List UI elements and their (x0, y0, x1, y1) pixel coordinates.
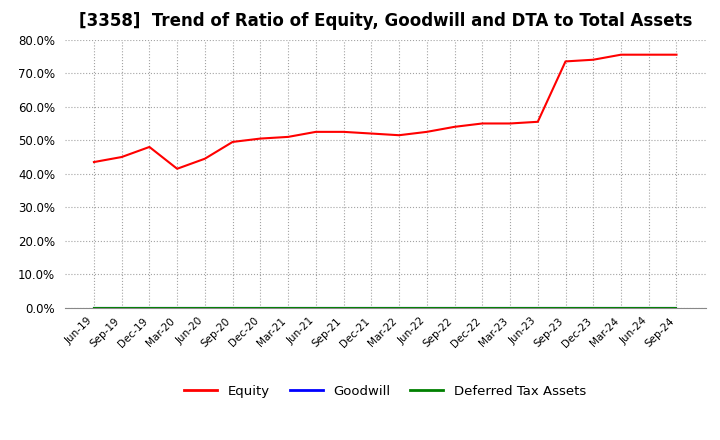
Equity (672, 52, 681, 57)
Goodwill (256, 305, 265, 311)
Deferred Tax Assets (672, 305, 681, 311)
Equity (616, 52, 625, 57)
Goodwill (228, 305, 237, 311)
Equity (228, 139, 237, 145)
Equity (173, 166, 181, 172)
Goodwill (367, 305, 376, 311)
Equity (644, 52, 653, 57)
Goodwill (672, 305, 681, 311)
Goodwill (478, 305, 487, 311)
Deferred Tax Assets (478, 305, 487, 311)
Deferred Tax Assets (395, 305, 403, 311)
Goodwill (450, 305, 459, 311)
Equity (450, 124, 459, 129)
Deferred Tax Assets (173, 305, 181, 311)
Deferred Tax Assets (561, 305, 570, 311)
Goodwill (173, 305, 181, 311)
Equity (256, 136, 265, 141)
Equity (505, 121, 514, 126)
Deferred Tax Assets (228, 305, 237, 311)
Equity (395, 132, 403, 138)
Goodwill (616, 305, 625, 311)
Line: Equity: Equity (94, 55, 677, 169)
Equity (534, 119, 542, 125)
Goodwill (561, 305, 570, 311)
Goodwill (423, 305, 431, 311)
Equity (284, 134, 292, 139)
Deferred Tax Assets (589, 305, 598, 311)
Deferred Tax Assets (89, 305, 98, 311)
Deferred Tax Assets (450, 305, 459, 311)
Equity (312, 129, 320, 135)
Equity (589, 57, 598, 62)
Equity (89, 159, 98, 165)
Goodwill (534, 305, 542, 311)
Equity (201, 156, 210, 161)
Goodwill (505, 305, 514, 311)
Goodwill (644, 305, 653, 311)
Deferred Tax Assets (256, 305, 265, 311)
Deferred Tax Assets (312, 305, 320, 311)
Equity (339, 129, 348, 135)
Equity (367, 131, 376, 136)
Deferred Tax Assets (284, 305, 292, 311)
Title: [3358]  Trend of Ratio of Equity, Goodwill and DTA to Total Assets: [3358] Trend of Ratio of Equity, Goodwil… (78, 12, 692, 30)
Deferred Tax Assets (201, 305, 210, 311)
Equity (145, 144, 154, 150)
Deferred Tax Assets (339, 305, 348, 311)
Goodwill (284, 305, 292, 311)
Goodwill (201, 305, 210, 311)
Equity (561, 59, 570, 64)
Goodwill (589, 305, 598, 311)
Equity (117, 154, 126, 160)
Deferred Tax Assets (117, 305, 126, 311)
Legend: Equity, Goodwill, Deferred Tax Assets: Equity, Goodwill, Deferred Tax Assets (179, 380, 591, 403)
Goodwill (89, 305, 98, 311)
Goodwill (395, 305, 403, 311)
Goodwill (339, 305, 348, 311)
Goodwill (145, 305, 154, 311)
Deferred Tax Assets (145, 305, 154, 311)
Equity (423, 129, 431, 135)
Deferred Tax Assets (505, 305, 514, 311)
Deferred Tax Assets (534, 305, 542, 311)
Goodwill (312, 305, 320, 311)
Equity (478, 121, 487, 126)
Goodwill (117, 305, 126, 311)
Deferred Tax Assets (367, 305, 376, 311)
Deferred Tax Assets (644, 305, 653, 311)
Deferred Tax Assets (423, 305, 431, 311)
Deferred Tax Assets (616, 305, 625, 311)
